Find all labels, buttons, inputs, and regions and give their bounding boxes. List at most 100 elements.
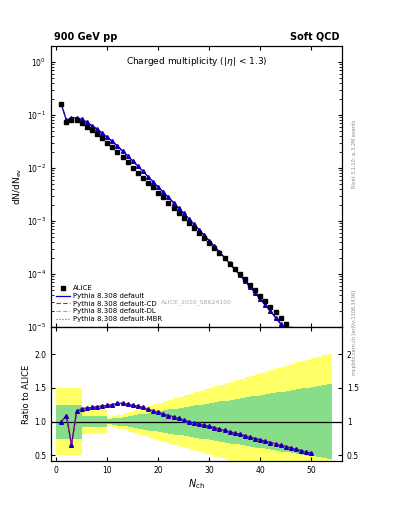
Pythia 8.308 default-DL: [278, 321, 283, 327]
Pythia 8.308 default-DL: [115, 143, 120, 149]
ALICE: [156, 190, 161, 196]
ALICE: [294, 332, 298, 338]
Pythia 8.308 default-DL: [258, 296, 263, 302]
Bar: [235, 399, 240, 444]
Bar: [158, 402, 163, 441]
Bar: [97, 416, 102, 427]
Bar: [66, 404, 72, 438]
Pythia 8.308 default: [232, 266, 237, 272]
Pythia 8.308 default-CD: [161, 189, 166, 195]
Bar: [97, 410, 102, 434]
Pythia 8.308 default-DL: [268, 308, 273, 314]
Bar: [270, 393, 275, 450]
ALICE: [130, 165, 135, 171]
Pythia 8.308 default-MBR: [263, 302, 268, 308]
Pythia 8.308 default-MBR: [299, 348, 303, 354]
Pythia 8.308 default: [110, 138, 115, 144]
Bar: [230, 382, 235, 461]
Pythia 8.308 default-DL: [110, 138, 115, 144]
Bar: [189, 406, 194, 437]
ALICE: [309, 349, 314, 355]
Pythia 8.308 default-DL: [187, 216, 191, 222]
Pythia 8.308 default-CD: [202, 232, 206, 238]
Bar: [240, 398, 245, 445]
ALICE: [207, 240, 211, 246]
Pythia 8.308 default-DL: [100, 130, 105, 136]
Pythia 8.308 default-MBR: [273, 314, 278, 321]
Bar: [194, 406, 199, 438]
Pythia 8.308 default-MBR: [202, 232, 206, 238]
Pythia 8.308 default-DL: [146, 174, 151, 180]
ALICE: [176, 210, 181, 216]
Bar: [107, 417, 112, 426]
Pythia 8.308 default-DL: [69, 115, 74, 121]
Bar: [163, 410, 169, 433]
Pythia 8.308 default: [294, 340, 298, 347]
Bar: [235, 380, 240, 461]
Pythia 8.308 default: [171, 200, 176, 206]
Bar: [56, 404, 61, 438]
Pythia 8.308 default-DL: [176, 205, 181, 211]
Bar: [214, 386, 219, 457]
Bar: [230, 400, 235, 443]
Pythia 8.308 default: [253, 290, 257, 296]
Pythia 8.308 default-CD: [258, 296, 263, 302]
Pythia 8.308 default-DL: [273, 314, 278, 321]
Pythia 8.308 default-MBR: [217, 249, 222, 255]
Pythia 8.308 default-CD: [146, 174, 151, 180]
Bar: [311, 358, 316, 461]
Pythia 8.308 default: [69, 115, 74, 121]
Bar: [327, 354, 332, 461]
Text: mcplots.cern.ch [arXiv:1306.3436]: mcplots.cern.ch [arXiv:1306.3436]: [352, 290, 357, 375]
Bar: [306, 359, 311, 461]
Bar: [301, 361, 306, 461]
Pythia 8.308 default-DL: [192, 221, 196, 227]
ALICE: [288, 326, 293, 332]
Line: Pythia 8.308 default-CD: Pythia 8.308 default-CD: [61, 104, 311, 365]
ALICE: [64, 119, 69, 125]
Pythia 8.308 default: [217, 249, 222, 255]
Pythia 8.308 default-CD: [187, 216, 191, 222]
Bar: [179, 408, 184, 435]
Text: ALICE_2010_S8624100: ALICE_2010_S8624100: [161, 299, 232, 305]
Pythia 8.308 default: [151, 179, 156, 185]
Bar: [158, 411, 163, 432]
Bar: [321, 355, 327, 461]
Pythia 8.308 default-DL: [64, 117, 69, 123]
Pythia 8.308 default-MBR: [268, 308, 273, 314]
Pythia 8.308 default-MBR: [130, 158, 135, 164]
ALICE: [110, 144, 115, 150]
Bar: [306, 388, 311, 456]
Bar: [61, 404, 66, 438]
Pythia 8.308 default: [125, 153, 130, 159]
Pythia 8.308 default-MBR: [294, 340, 298, 347]
Pythia 8.308 default-DL: [196, 227, 201, 233]
Bar: [275, 392, 281, 451]
Bar: [118, 415, 123, 429]
Pythia 8.308 default-MBR: [182, 210, 186, 217]
Pythia 8.308 default-MBR: [258, 296, 263, 302]
Pythia 8.308 default: [90, 122, 94, 129]
Pythia 8.308 default-MBR: [69, 115, 74, 121]
Bar: [148, 406, 153, 438]
ALICE: [217, 250, 222, 257]
Pythia 8.308 default-CD: [151, 179, 156, 185]
Pythia 8.308 default-CD: [196, 227, 201, 233]
Pythia 8.308 default-DL: [212, 243, 217, 249]
Bar: [56, 388, 61, 455]
ALICE: [299, 337, 303, 344]
Bar: [174, 398, 179, 445]
Pythia 8.308 default: [299, 348, 303, 354]
ALICE: [187, 220, 191, 226]
Line: ALICE: ALICE: [59, 102, 314, 355]
Bar: [138, 414, 143, 429]
Pythia 8.308 default-CD: [166, 194, 171, 200]
Pythia 8.308 default-MBR: [136, 163, 140, 169]
Pythia 8.308 default-CD: [130, 158, 135, 164]
Pythia 8.308 default-DL: [227, 261, 232, 267]
Pythia 8.308 default-DL: [74, 115, 79, 121]
Bar: [296, 362, 301, 461]
Pythia 8.308 default-CD: [120, 148, 125, 154]
Bar: [209, 403, 214, 440]
Bar: [82, 410, 87, 434]
